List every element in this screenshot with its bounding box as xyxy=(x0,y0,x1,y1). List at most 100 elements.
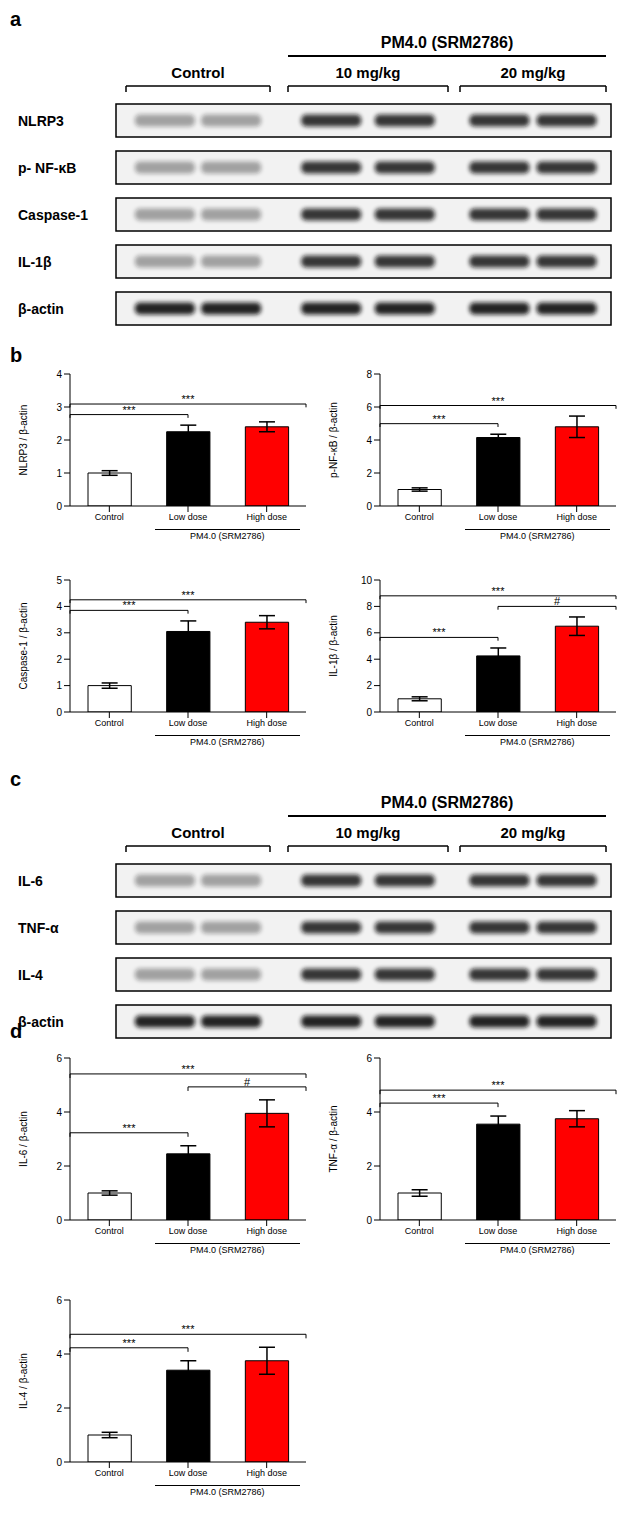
svg-text:2: 2 xyxy=(56,435,62,446)
svg-text:Control: Control xyxy=(405,1226,434,1236)
svg-text:IL-4: IL-4 xyxy=(18,967,43,983)
svg-text:p- NF-κB: p- NF-κB xyxy=(18,160,76,176)
svg-text:0: 0 xyxy=(366,501,372,512)
svg-text:Control: Control xyxy=(95,1226,124,1236)
svg-text:Control: Control xyxy=(95,512,124,522)
svg-text:PM4.0 (SRM2786): PM4.0 (SRM2786) xyxy=(381,34,514,51)
svg-text:***: *** xyxy=(492,1079,506,1091)
svg-text:Low dose: Low dose xyxy=(479,718,518,728)
svg-text:2: 2 xyxy=(366,680,372,691)
svg-text:0: 0 xyxy=(56,1457,62,1468)
svg-text:High dose: High dose xyxy=(246,1468,287,1478)
svg-text:10: 10 xyxy=(361,575,373,586)
svg-text:0: 0 xyxy=(56,501,62,512)
svg-text:TNF-α: TNF-α xyxy=(18,920,59,936)
svg-text:***: *** xyxy=(433,626,447,638)
svg-text:IL-6 / β-actin: IL-6 / β-actin xyxy=(18,1111,29,1167)
svg-text:PM4.0 (SRM2786): PM4.0 (SRM2786) xyxy=(381,794,514,811)
svg-text:***: *** xyxy=(123,404,137,416)
svg-text:8: 8 xyxy=(366,601,372,612)
svg-text:***: *** xyxy=(123,1337,137,1349)
svg-text:***: *** xyxy=(492,585,506,597)
svg-text:4: 4 xyxy=(366,435,372,446)
svg-text:***: *** xyxy=(123,599,137,611)
svg-text:20 mg/kg: 20 mg/kg xyxy=(500,64,565,81)
svg-text:0: 0 xyxy=(366,707,372,718)
svg-text:High dose: High dose xyxy=(556,1226,597,1236)
svg-text:IL-4 / β-actin: IL-4 / β-actin xyxy=(18,1353,29,1409)
svg-text:#: # xyxy=(244,1076,251,1088)
svg-text:β-actin: β-actin xyxy=(18,301,64,317)
svg-text:4: 4 xyxy=(366,654,372,665)
svg-text:Low dose: Low dose xyxy=(169,718,208,728)
svg-text:6: 6 xyxy=(366,627,372,638)
svg-text:0: 0 xyxy=(56,1215,62,1226)
svg-text:***: *** xyxy=(182,1323,196,1335)
svg-text:1: 1 xyxy=(56,680,62,691)
svg-text:TNF-α / β-actin: TNF-α / β-actin xyxy=(328,1105,339,1172)
svg-text:2: 2 xyxy=(56,1403,62,1414)
svg-text:High dose: High dose xyxy=(246,718,287,728)
svg-text:IL-6: IL-6 xyxy=(18,873,43,889)
svg-text:Low dose: Low dose xyxy=(169,512,208,522)
svg-text:Control: Control xyxy=(405,718,434,728)
svg-text:2: 2 xyxy=(56,1161,62,1172)
html-text:PM4.0 (SRM2786): PM4.0 (SRM2786) xyxy=(190,531,265,541)
svg-text:Caspase-1: Caspase-1 xyxy=(18,207,88,223)
svg-text:6: 6 xyxy=(56,1053,62,1064)
svg-text:Low dose: Low dose xyxy=(479,512,518,522)
svg-text:2: 2 xyxy=(366,468,372,479)
svg-text:1: 1 xyxy=(56,468,62,479)
svg-text:0: 0 xyxy=(56,707,62,718)
svg-text:6: 6 xyxy=(56,1295,62,1306)
html-text:c: c xyxy=(10,768,22,790)
svg-text:p-NF-κB / β-actin: p-NF-κB / β-actin xyxy=(328,402,339,478)
svg-text:Low dose: Low dose xyxy=(169,1226,208,1236)
svg-text:2: 2 xyxy=(56,654,62,665)
svg-text:Low dose: Low dose xyxy=(479,1226,518,1236)
svg-text:***: *** xyxy=(433,1092,447,1104)
svg-text:5: 5 xyxy=(56,575,62,586)
svg-text:***: *** xyxy=(123,1122,137,1134)
svg-text:High dose: High dose xyxy=(556,512,597,522)
svg-text:High dose: High dose xyxy=(556,718,597,728)
svg-text:NLRP3: NLRP3 xyxy=(18,113,64,129)
svg-text:High dose: High dose xyxy=(246,1226,287,1236)
svg-text:10 mg/kg: 10 mg/kg xyxy=(335,64,400,81)
svg-text:***: *** xyxy=(492,395,506,407)
svg-text:High dose: High dose xyxy=(246,512,287,522)
svg-text:***: *** xyxy=(182,589,196,601)
svg-text:***: *** xyxy=(182,393,196,405)
svg-text:4: 4 xyxy=(56,1107,62,1118)
svg-text:3: 3 xyxy=(56,402,62,413)
svg-text:4: 4 xyxy=(56,601,62,612)
svg-text:β-actin: β-actin xyxy=(18,1014,64,1030)
svg-text:6: 6 xyxy=(366,1053,372,1064)
svg-text:Control: Control xyxy=(171,824,224,841)
svg-text:4: 4 xyxy=(56,369,62,380)
svg-text:0: 0 xyxy=(366,1215,372,1226)
svg-text:4: 4 xyxy=(366,1107,372,1118)
svg-text:10 mg/kg: 10 mg/kg xyxy=(335,824,400,841)
svg-text:8: 8 xyxy=(366,369,372,380)
svg-text:Caspase-1 / β-actin: Caspase-1 / β-actin xyxy=(18,603,29,690)
html-text:a: a xyxy=(10,8,22,30)
svg-text:Control: Control xyxy=(171,64,224,81)
svg-text:IL-1β: IL-1β xyxy=(18,254,52,270)
html-text:b: b xyxy=(10,344,23,366)
svg-text:4: 4 xyxy=(56,1349,62,1360)
svg-text:20 mg/kg: 20 mg/kg xyxy=(500,824,565,841)
svg-text:Control: Control xyxy=(405,512,434,522)
svg-text:***: *** xyxy=(182,1063,196,1075)
svg-text:IL-1β / β-actin: IL-1β / β-actin xyxy=(328,615,339,677)
svg-text:Control: Control xyxy=(95,718,124,728)
svg-text:Control: Control xyxy=(95,1468,124,1478)
svg-text:2: 2 xyxy=(366,1161,372,1172)
html-text:d: d xyxy=(10,1020,23,1042)
svg-text:NLRP3 / β-actin: NLRP3 / β-actin xyxy=(18,405,29,476)
svg-text:3: 3 xyxy=(56,627,62,638)
svg-text:Low dose: Low dose xyxy=(169,1468,208,1478)
svg-text:#: # xyxy=(554,595,561,607)
svg-text:6: 6 xyxy=(366,402,372,413)
svg-text:***: *** xyxy=(433,413,447,425)
